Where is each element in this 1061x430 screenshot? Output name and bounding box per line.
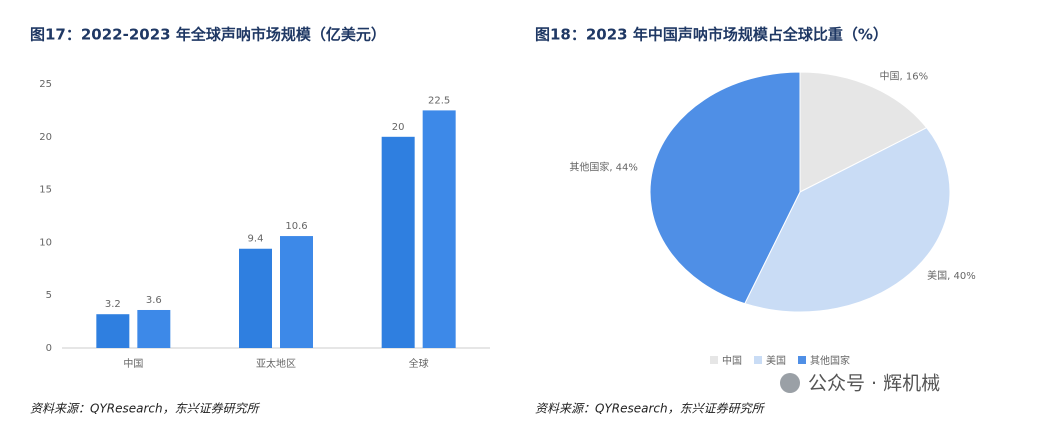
x-tick-label: 亚太地区 [256,357,296,370]
data-label: 美国, 40% [927,269,976,282]
legend-label: 中国 [722,354,742,367]
data-label: 3.2 [105,299,121,310]
data-label: 10.6 [285,221,307,232]
x-tick-label: 全球 [409,357,429,370]
data-label: 9.4 [248,234,264,245]
data-label: 3.6 [146,295,162,306]
legend-swatch [754,356,762,364]
data-label: 22.5 [428,95,450,106]
y-tick-label: 15 [39,185,52,196]
source: 资料来源：QYResearch，东兴证券研究所 [30,402,261,416]
bar [96,314,130,348]
pie-slice [799,71,928,193]
bar [381,136,415,348]
bar [422,110,456,349]
badge: 公众号 · 辉机械 [808,373,940,395]
legend-swatch [710,356,718,364]
bar [239,248,272,348]
y-tick-label: 20 [39,132,52,143]
y-tick-label: 10 [39,237,52,248]
pie-slice [744,127,951,313]
legend-label: 其他国家 [810,354,850,367]
pie-slice [649,71,801,305]
legend-label: 美国 [766,354,786,367]
data-label: 20 [392,122,405,133]
y-tick-label: 0 [46,343,52,354]
legend-swatch [798,356,806,364]
chart-title: 图17：2022-2023 年全球声呐市场规模（亿美元） [30,26,386,44]
source: 资料来源：QYResearch，东兴证券研究所 [535,402,766,416]
bar [280,236,313,348]
y-tick-label: 25 [39,79,52,90]
chart-title: 图18：2023 年中国声呐市场规模占全球比重（%） [535,26,888,44]
badge-icon [780,373,800,393]
y-tick-label: 5 [46,290,52,301]
bar [137,309,171,348]
x-tick-label: 中国 [123,357,143,370]
data-label: 中国, 16% [879,69,928,82]
data-label: 其他国家, 44% [569,160,638,173]
